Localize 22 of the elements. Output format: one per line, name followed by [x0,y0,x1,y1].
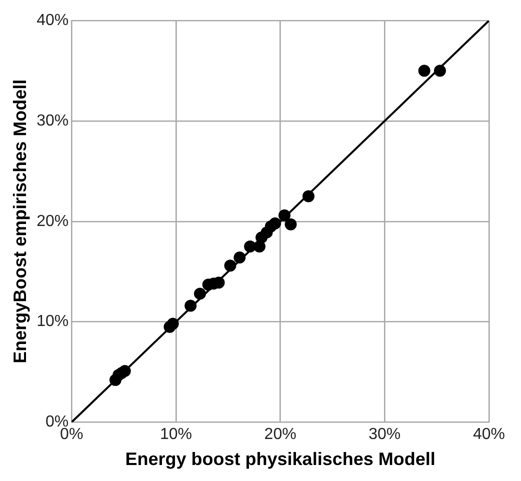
point [284,218,297,230]
point [118,364,131,377]
point [418,64,430,77]
y-tick-label: 30% [36,112,69,130]
point [269,217,282,230]
point [194,288,206,300]
x-axis-title: Energy boost physikalisches Modell [125,449,436,470]
point [234,252,246,264]
point [434,64,446,77]
x-tick-label: 10% [160,426,192,444]
y-tick-label: 10% [36,313,69,330]
y-tick-label: 20% [36,212,69,230]
point [224,260,236,272]
point [278,209,290,222]
point [184,300,197,312]
x-tick-label: 20% [264,426,296,444]
y-axis-title: EnergyBoost empirisches Modell [10,79,30,364]
y-tick-label: 40% [36,12,69,30]
point [302,190,314,202]
x-tick-label: 30% [368,426,401,444]
x-tick-label: 40% [472,426,506,444]
point [166,318,179,330]
